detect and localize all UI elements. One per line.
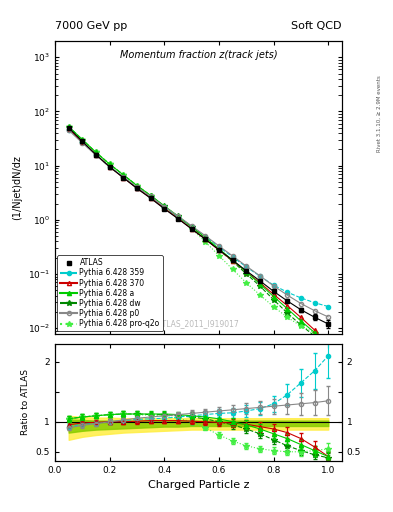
Text: Momentum fraction z(track jets): Momentum fraction z(track jets): [119, 50, 277, 60]
Text: Rivet 3.1.10, ≥ 2.9M events: Rivet 3.1.10, ≥ 2.9M events: [377, 76, 382, 153]
Text: Soft QCD: Soft QCD: [292, 20, 342, 31]
Y-axis label: (1/Njet)dN/dz: (1/Njet)dN/dz: [12, 155, 22, 220]
Legend: ATLAS, Pythia 6.428 359, Pythia 6.428 370, Pythia 6.428 a, Pythia 6.428 dw, Pyth: ATLAS, Pythia 6.428 359, Pythia 6.428 37…: [57, 255, 163, 331]
Y-axis label: Ratio to ATLAS: Ratio to ATLAS: [21, 369, 30, 435]
X-axis label: Charged Particle z: Charged Particle z: [148, 480, 249, 490]
Text: 7000 GeV pp: 7000 GeV pp: [55, 20, 127, 31]
Text: ATLAS_2011_I919017: ATLAS_2011_I919017: [158, 318, 239, 328]
